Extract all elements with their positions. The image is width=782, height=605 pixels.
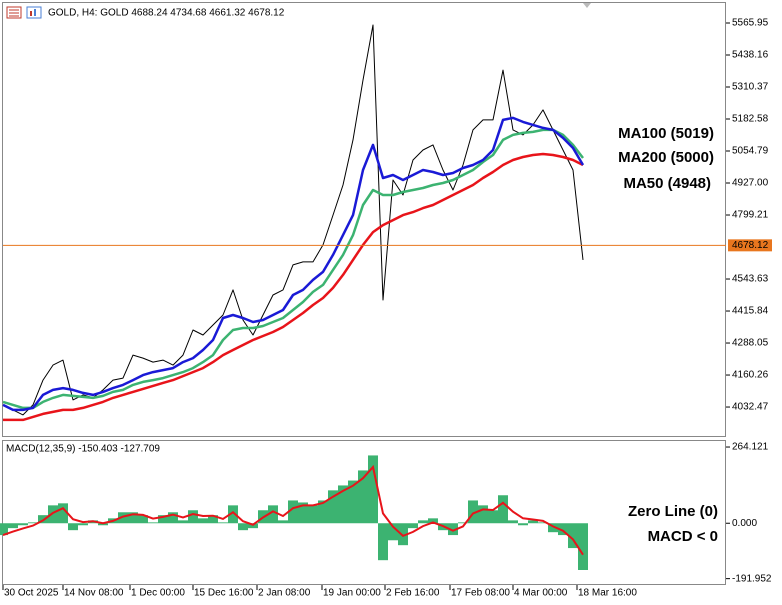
scroll-marker: [583, 3, 591, 8]
macd-bar: [408, 523, 418, 529]
y-tick-label: 5565.95: [732, 18, 769, 29]
macd-bar: [178, 520, 188, 524]
macd-bar: [498, 495, 508, 524]
y-tick-label: -191.952: [732, 573, 772, 584]
macd-bar: [578, 523, 588, 570]
macd-bar: [388, 523, 398, 541]
macd-bar: [78, 523, 88, 526]
annotation: MA100 (5019): [618, 125, 714, 142]
macd-bar: [278, 520, 288, 524]
y-tick-label: 5182.58: [732, 114, 769, 125]
macd-bar: [148, 522, 158, 524]
macd-bar: [48, 505, 58, 524]
macd-bar: [18, 523, 28, 526]
macd-bar: [558, 523, 568, 536]
price-line: [2, 116, 585, 412]
y-tick-label: 5310.37: [732, 82, 769, 93]
annotation: MA200 (5000): [618, 149, 714, 166]
y-tick-label: 0.000: [732, 518, 757, 529]
macd-bar: [68, 523, 78, 531]
macd-bar: [348, 480, 358, 524]
current-price-label: 4678.12: [732, 240, 769, 251]
x-tick-label: 2 Feb 16:00: [386, 588, 440, 599]
macd-bar: [238, 523, 248, 531]
macd-bar: [118, 512, 128, 524]
macd-bar: [288, 500, 298, 524]
x-tick-label: 19 Jan 00:00: [323, 588, 381, 599]
macd-bar: [328, 490, 338, 524]
macd-bar: [338, 485, 348, 524]
macd-bar: [158, 515, 168, 524]
y-tick-label: 4927.00: [732, 178, 769, 189]
macd-bar: [468, 500, 478, 524]
macd-bar: [428, 518, 438, 524]
macd-bar: [8, 523, 18, 529]
price-panel: [2, 2, 726, 437]
macd-bar: [298, 502, 308, 524]
y-tick-label: 4799.21: [732, 210, 769, 221]
signal-line: [2, 464, 584, 556]
macd-panel: [2, 440, 726, 585]
macd-title: MACD(12,35,9) -150.403 -127.709: [6, 444, 160, 455]
macd-bar: [0, 523, 8, 536]
price-line: [2, 24, 584, 416]
macd-bar: [398, 523, 408, 546]
macd-bar: [28, 522, 38, 524]
macd-bar: [538, 522, 548, 524]
x-tick-label: 15 Dec 16:00: [194, 588, 254, 599]
macd-bar: [358, 470, 368, 524]
chart-title: GOLD, H4: GOLD 4688.24 4734.68 4661.32 4…: [48, 8, 285, 19]
annotation: MACD < 0: [648, 528, 718, 545]
x-tick-label: 2 Jan 08:00: [258, 588, 311, 599]
macd-bar: [228, 505, 238, 524]
macd-bar: [378, 523, 388, 561]
current-price-box: [728, 239, 772, 252]
y-tick-label: 4288.05: [732, 338, 769, 349]
macd-bar: [548, 523, 558, 533]
macd-bar: [198, 518, 208, 524]
y-tick-label: 264.121: [732, 442, 769, 453]
y-tick-label: 4032.47: [732, 402, 769, 413]
macd-bar: [518, 523, 528, 526]
macd-bar: [308, 505, 318, 524]
macd-bar: [508, 520, 518, 524]
toolbar-icons: [6, 6, 42, 19]
macd-bar: [418, 520, 428, 524]
macd-bar: [458, 522, 468, 524]
macd-bar: [188, 510, 198, 524]
y-tick-label: 4415.84: [732, 306, 769, 317]
macd-bar: [168, 512, 178, 524]
macd-bar: [98, 523, 108, 526]
macd-bar: [318, 500, 328, 524]
macd-bar: [268, 505, 278, 524]
y-tick-label: 5054.79: [732, 146, 769, 157]
x-tick-label: 18 Mar 16:00: [578, 588, 637, 599]
macd-bar: [138, 515, 148, 524]
x-tick-label: 30 Oct 2025: [4, 588, 59, 599]
macd-bar: [368, 455, 378, 524]
y-tick-label: 4160.26: [732, 370, 769, 381]
macd-bar: [218, 522, 228, 524]
macd-bar: [58, 503, 68, 524]
y-tick-label: 5438.16: [732, 50, 769, 61]
price-line: [2, 128, 584, 410]
x-tick-label: 4 Mar 00:00: [514, 588, 568, 599]
macd-bar: [488, 510, 498, 524]
x-tick-label: 1 Dec 00:00: [131, 588, 185, 599]
x-tick-label: 17 Feb 08:00: [451, 588, 510, 599]
macd-bar: [528, 520, 538, 524]
macd-bar: [478, 505, 488, 524]
macd-bar: [448, 523, 458, 536]
y-tick-label: 4543.63: [732, 274, 769, 285]
annotation: Zero Line (0): [628, 503, 718, 520]
x-tick-label: 14 Nov 08:00: [64, 588, 124, 599]
macd-bar: [208, 515, 218, 524]
macd-bar: [128, 512, 138, 524]
price-line: [3, 152, 584, 422]
macd-bar: [568, 523, 578, 549]
annotation: MA50 (4948): [623, 175, 711, 192]
